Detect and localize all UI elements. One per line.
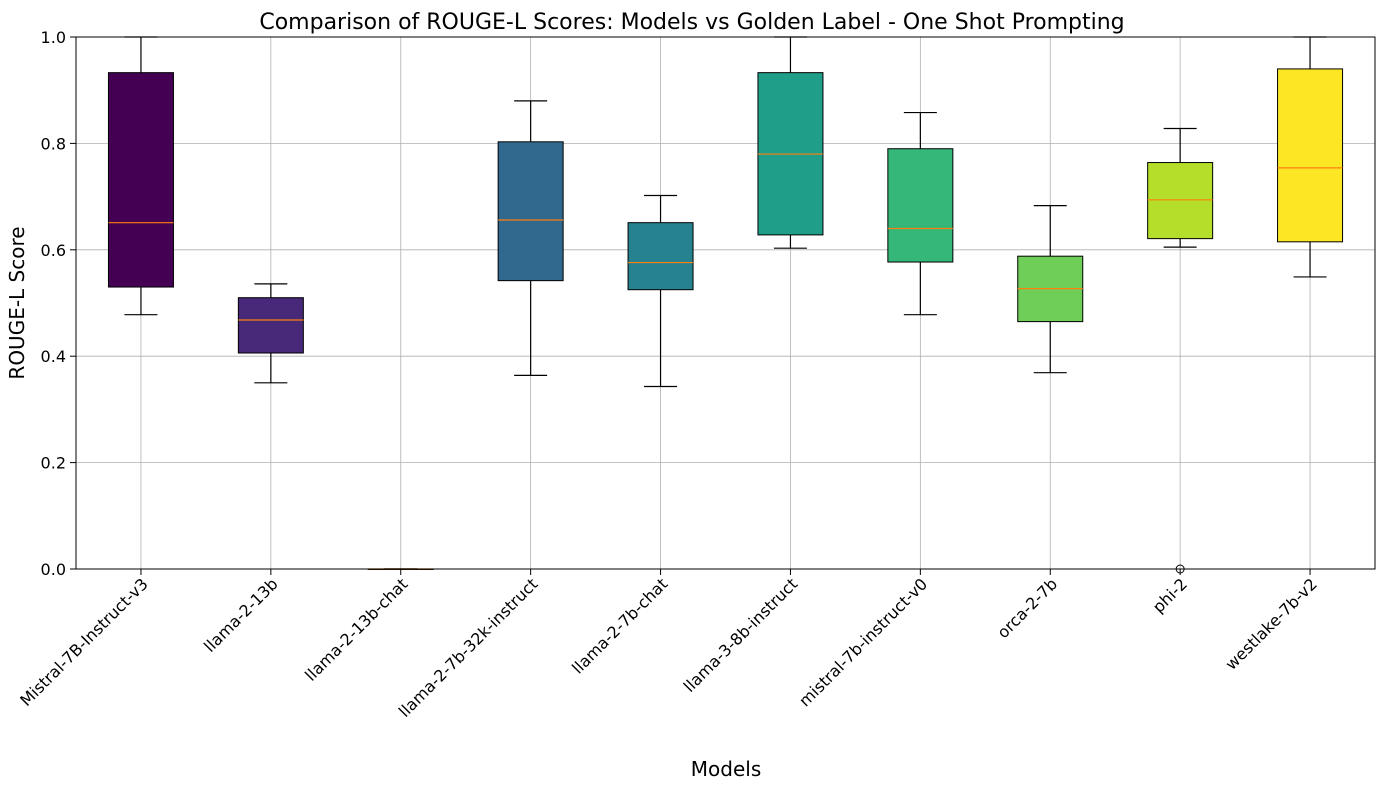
y-tick-label: 0.4 <box>41 347 66 366</box>
x-tick-label: llama-2-13b-chat <box>301 574 411 684</box>
box-orca-2-7b <box>1017 205 1084 374</box>
x-tick-label: llama-2-13b <box>200 574 282 656</box>
x-tick-label: westlake-7b-v2 <box>1222 574 1321 673</box>
y-tick-label: 0.0 <box>41 560 66 579</box>
box-llama-3-8b-instruct <box>757 36 824 249</box>
box-llama-2-7b-chat <box>627 194 694 388</box>
chart-title: Comparison of ROUGE-L Scores: Models vs … <box>259 10 1124 35</box>
y-tick-label: 0.8 <box>41 134 66 153</box>
box-mistral-7b-instruct-v0 <box>887 111 954 316</box>
box-rect <box>627 222 694 291</box>
y-tick-label: 0.2 <box>41 454 66 473</box>
x-tick-label: mistral-7b-instruct-v0 <box>795 574 931 710</box>
box-phi-2 <box>1147 127 1214 574</box>
x-tick-label: llama-2-7b-32k-instruct <box>395 574 542 721</box>
box-llama-2-13b <box>237 283 304 384</box>
box-westlake-7b-v2 <box>1277 36 1344 278</box>
y-tick-label: 1.0 <box>41 28 66 47</box>
x-tick-label: llama-2-7b-chat <box>568 574 671 677</box>
boxes <box>107 36 1344 574</box>
ticks: 0.0 0.2 0.4 0.6 0.8 1.0 Mistral-7B-Instruct-v3… <box>16 28 1321 721</box>
box-rect <box>1147 162 1214 240</box>
plot-frame <box>75 36 1376 570</box>
y-axis-label: ROUGE-L Score <box>5 226 29 379</box>
box-rect <box>1277 68 1344 243</box>
box-rect <box>107 72 174 288</box>
box-rect <box>887 148 954 263</box>
x-tick-label: orca-2-7b <box>993 574 1061 642</box>
box-Mistral-7B-Instruct-v3 <box>107 36 174 316</box>
box-rect <box>497 141 564 282</box>
x-tick-label: phi-2 <box>1149 574 1191 616</box>
x-tick-label: llama-3-8b-instruct <box>680 574 802 696</box>
x-axis-label: Models <box>691 757 761 781</box>
y-tick-label: 0.6 <box>41 241 66 260</box>
box-llama-2-7b-32k-instruct <box>497 100 564 376</box>
x-tick-label: Mistral-7B-Instruct-v3 <box>16 574 152 710</box>
box-rect <box>237 297 304 354</box>
